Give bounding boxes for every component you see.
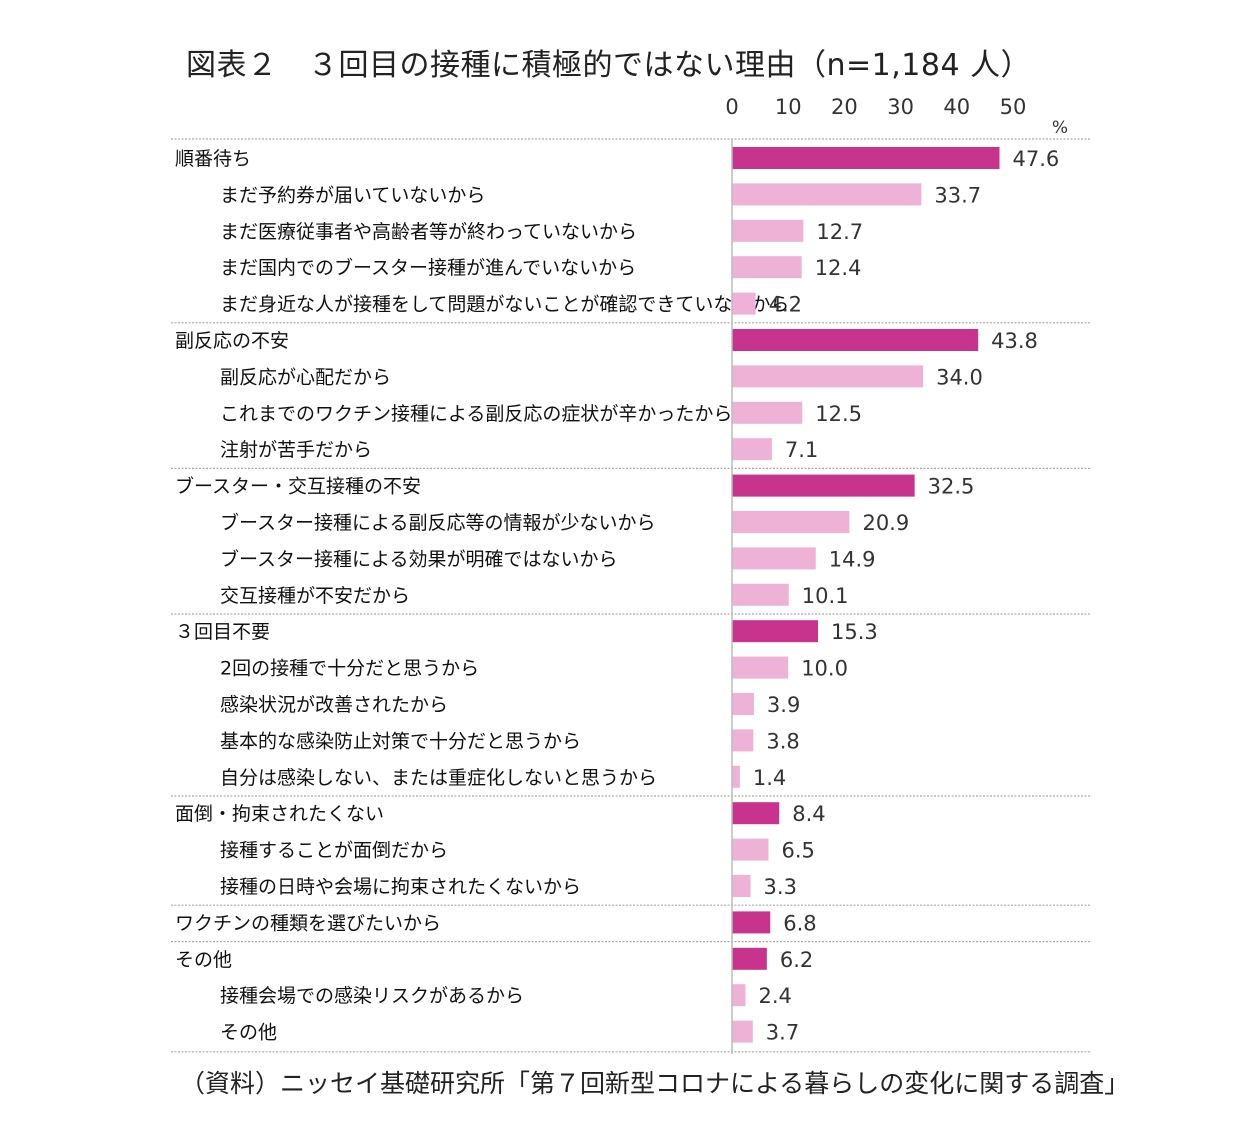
item-label: 副反応が心配だから: [220, 366, 391, 388]
x-tick-label: 20: [831, 95, 858, 119]
value-label: 12.4: [815, 256, 862, 280]
item-bar: [732, 292, 756, 315]
item-bar: [732, 765, 740, 788]
value-label: 3.8: [766, 729, 799, 753]
item-label: 接種の日時や会場に拘束されたくないから: [220, 876, 581, 898]
item-label: 接種することが面倒だから: [220, 840, 448, 862]
item-label: 注射が苦手だから: [220, 439, 372, 461]
item-bar: [732, 511, 850, 533]
group-label: ブースター・交互接種の不安: [175, 475, 421, 498]
x-tick-label: 10: [775, 95, 802, 119]
item-label: ブースター接種による副反応等の情報が少ないから: [220, 511, 655, 534]
value-label: 43.8: [991, 329, 1038, 353]
value-label: 15.3: [831, 620, 878, 644]
group-bar: [732, 147, 1000, 169]
group-label: その他: [175, 949, 232, 971]
item-label: 接種会場での感染リスクがあるから: [220, 985, 524, 1007]
item-bar: [732, 183, 922, 206]
value-label: 3.3: [764, 875, 797, 899]
item-bar: [732, 401, 803, 424]
item-bar: [732, 438, 772, 461]
item-bar: [732, 693, 754, 715]
value-label: 33.7: [934, 183, 981, 207]
value-label: 7.1: [785, 438, 818, 462]
group-label: ワクチンの種類を選びたいから: [175, 912, 441, 934]
item-bar: [732, 583, 789, 606]
group-label: 順番待ち: [175, 148, 251, 170]
value-label: 2.4: [758, 984, 791, 1008]
item-bar: [732, 729, 754, 752]
item-bar: [732, 219, 804, 242]
item-bar: [732, 256, 802, 279]
item-label: その他: [220, 1022, 277, 1044]
value-label: 8.4: [792, 802, 825, 826]
x-tick-label: 50: [1000, 95, 1027, 119]
value-label: 4.2: [769, 293, 802, 317]
source-note: （資料）ニッセイ基礎研究所「第７回新型コロナによる暮らしの変化に関する調査」: [180, 1069, 1130, 1098]
item-label: 交互接種が不安だから: [220, 585, 410, 607]
item-label: 感染状況が改善されたから: [220, 694, 448, 716]
item-label: 基本的な感染防止対策で十分だと思うから: [220, 730, 581, 752]
value-label: 6.2: [780, 948, 813, 972]
value-label: 10.1: [802, 584, 849, 608]
item-label: まだ医療従事者や高齢者等が終わっていないから: [220, 221, 637, 243]
item-bar: [732, 984, 746, 1007]
x-axis-unit: %: [1052, 118, 1068, 138]
group-bar: [732, 802, 780, 825]
group-label: 面倒・拘束されたくない: [175, 803, 384, 825]
value-label: 32.5: [928, 475, 975, 499]
value-label: 6.5: [782, 839, 815, 863]
group-bar: [732, 911, 771, 934]
item-bar: [732, 656, 789, 679]
value-label: 1.4: [753, 766, 786, 790]
item-label: まだ予約券が届いていないから: [220, 184, 485, 206]
value-label: 14.9: [829, 547, 876, 571]
item-bar: [732, 838, 769, 861]
value-label: 6.8: [783, 911, 816, 935]
value-label: 12.5: [815, 402, 862, 426]
value-label: 34.0: [936, 365, 983, 389]
group-bar: [732, 329, 979, 351]
item-bar: [732, 875, 751, 897]
item-bar: [732, 365, 924, 388]
group-label: 副反応の不安: [175, 330, 289, 352]
value-label: 3.9: [767, 693, 800, 717]
group-bar: [732, 947, 767, 970]
item-label: これまでのワクチン接種による副反応の症状が辛かったから: [220, 403, 732, 425]
x-tick-label: 30: [887, 95, 914, 119]
value-label: 47.6: [1013, 147, 1060, 171]
item-label: まだ国内でのブースター接種が進んでいないから: [220, 256, 636, 279]
item-label: ブースター接種による効果が明確ではないから: [220, 547, 617, 570]
item-label: 2回の接種で十分だと思うから: [220, 658, 479, 680]
x-tick-label: 0: [725, 95, 738, 119]
x-tick-label: 40: [943, 95, 970, 119]
item-bar: [732, 547, 816, 570]
item-bar: [732, 1020, 753, 1043]
item-label: 自分は感染しない、または重症化しないと思うから: [220, 767, 657, 789]
item-label: まだ身近な人が接種をして問題がないことが確認できていないから: [220, 294, 789, 316]
value-label: 20.9: [862, 511, 909, 535]
group-bar: [732, 474, 915, 497]
chart-title: 図表２ ３回目の接種に積極的ではない理由（n=1,184 人）: [186, 48, 1032, 83]
group-label: ３回目不要: [175, 621, 270, 643]
value-label: 10.0: [801, 657, 848, 681]
value-label: 3.7: [766, 1021, 799, 1045]
value-label: 12.7: [816, 220, 863, 244]
group-bar: [732, 620, 818, 643]
